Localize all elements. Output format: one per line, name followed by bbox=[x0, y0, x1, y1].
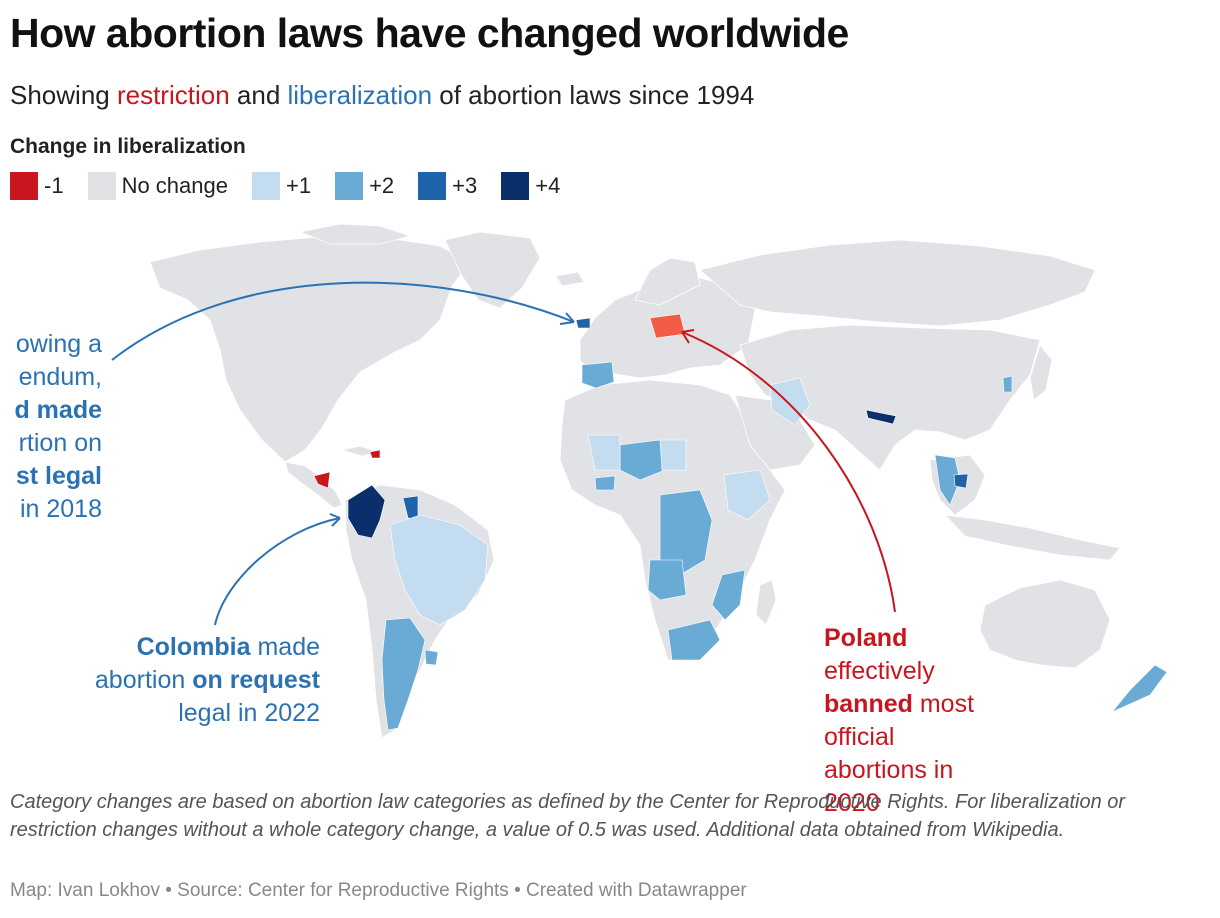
legend-label-no-change: No change bbox=[121, 173, 228, 198]
country-thailand-cambodia[interactable] bbox=[934, 454, 961, 506]
ireland-annotation: owing a endum, d made rtion on st legal … bbox=[0, 328, 102, 526]
country-south-korea[interactable] bbox=[1002, 375, 1013, 393]
country-iran[interactable] bbox=[769, 377, 811, 426]
poland-line-5: abortions in bbox=[824, 756, 954, 784]
poland-country: Poland bbox=[824, 624, 908, 652]
colombia-text-3: legal in 2022 bbox=[178, 699, 320, 727]
poland-line-6: 2020 bbox=[824, 789, 880, 817]
region-japan[interactable] bbox=[1029, 344, 1053, 401]
poland-line-4: official bbox=[824, 723, 895, 751]
annotation-arrows bbox=[111, 281, 896, 626]
world-map-svg bbox=[111, 223, 1168, 739]
region-indonesia[interactable] bbox=[943, 514, 1121, 561]
legend: -1 No change +1 +2 +3 +4 bbox=[10, 172, 584, 200]
country-sahel-east[interactable] bbox=[659, 439, 687, 471]
colored-countries bbox=[313, 313, 1168, 731]
region-greenland[interactable] bbox=[444, 231, 541, 309]
ireland-line-4: rtion on bbox=[18, 429, 102, 457]
poland-arrowhead bbox=[681, 329, 695, 344]
legend-item-no-change: No change bbox=[87, 172, 228, 200]
country-new-zealand[interactable] bbox=[1111, 664, 1168, 713]
legend-label-plus3: +3 bbox=[452, 173, 478, 198]
ireland-line-3: d made bbox=[14, 396, 102, 424]
chart-notes: Category changes are based on abortion l… bbox=[10, 791, 1126, 841]
subtitle-prefix: Showing bbox=[10, 80, 117, 110]
ireland-line-5: st legal bbox=[15, 462, 102, 490]
region-central-america[interactable] bbox=[284, 461, 343, 509]
poland-bold: banned bbox=[824, 690, 913, 718]
legend-label-plus4: +4 bbox=[535, 173, 561, 198]
legend-item-plus4: +4 bbox=[501, 172, 560, 200]
ireland-line-6: in 2018 bbox=[19, 495, 102, 523]
region-arctic-islands[interactable] bbox=[298, 223, 412, 245]
country-colombia[interactable] bbox=[347, 484, 386, 539]
country-mozambique[interactable] bbox=[711, 569, 746, 621]
poland-line-3: most bbox=[912, 690, 975, 718]
ireland-arrow bbox=[111, 281, 575, 361]
legend-label-minus1: -1 bbox=[44, 173, 64, 198]
subtitle-middle: and bbox=[229, 80, 288, 110]
world-map bbox=[0, 220, 1220, 780]
country-poland[interactable] bbox=[649, 313, 686, 339]
legend-swatch-plus3 bbox=[418, 172, 447, 200]
legend-item-plus2: +2 bbox=[335, 172, 394, 200]
colombia-arrow bbox=[214, 517, 341, 626]
chart-title: How abortion laws have changed worldwide bbox=[10, 10, 849, 56]
country-southern-africa[interactable] bbox=[667, 619, 721, 661]
colombia-country: Colombia bbox=[136, 633, 251, 661]
country-ireland[interactable] bbox=[575, 317, 591, 329]
country-nepal[interactable] bbox=[865, 409, 897, 425]
colombia-bold: on request bbox=[192, 666, 320, 694]
chart-subtitle: Showing restriction and liberalization o… bbox=[10, 80, 754, 111]
region-iceland[interactable] bbox=[555, 271, 585, 287]
colombia-text-1: made bbox=[250, 633, 320, 661]
poland-line-2: effectively bbox=[824, 657, 935, 685]
colombia-annotation: Colombia made abortion on request legal … bbox=[60, 631, 320, 730]
colombia-text-2: abortion bbox=[94, 666, 193, 694]
country-ethiopia[interactable] bbox=[723, 469, 771, 521]
legend-label-plus2: +2 bbox=[369, 173, 395, 198]
country-brazil[interactable] bbox=[389, 514, 489, 626]
legend-item-plus1: +1 bbox=[251, 172, 312, 200]
region-australia[interactable] bbox=[979, 579, 1111, 669]
poland-arrow bbox=[681, 331, 896, 613]
poland-annotation: Poland effectively banned most official … bbox=[824, 622, 1004, 820]
subtitle-restriction: restriction bbox=[116, 80, 230, 110]
country-dominican-republic[interactable] bbox=[369, 449, 381, 459]
region-madagascar[interactable] bbox=[755, 579, 777, 626]
country-spain-portugal[interactable] bbox=[581, 361, 615, 389]
legend-swatch-plus4 bbox=[501, 172, 530, 200]
chart-byline: Map: Ivan Lokhov • Source: Center for Re… bbox=[10, 880, 747, 901]
legend-swatch-minus1 bbox=[10, 172, 38, 200]
legend-title: Change in liberalization bbox=[10, 135, 246, 158]
legend-item-plus3: +3 bbox=[418, 172, 477, 200]
country-nicaragua[interactable] bbox=[313, 471, 331, 489]
colombia-arrowhead bbox=[329, 513, 341, 527]
country-angola[interactable] bbox=[647, 559, 687, 601]
ireland-line-2: endum, bbox=[18, 363, 102, 391]
legend-item-minus1: -1 bbox=[10, 172, 64, 200]
country-mali[interactable] bbox=[587, 434, 621, 471]
legend-swatch-no-change bbox=[87, 172, 116, 200]
country-benin-area[interactable] bbox=[594, 475, 616, 491]
legend-swatch-plus2 bbox=[335, 172, 364, 200]
country-cambodia[interactable] bbox=[953, 473, 969, 489]
legend-swatch-plus1 bbox=[251, 172, 280, 200]
country-uruguay[interactable] bbox=[424, 649, 439, 666]
subtitle-suffix: of abortion laws since 1994 bbox=[432, 80, 755, 110]
ireland-arrowhead bbox=[559, 312, 575, 325]
legend-label-plus1: +1 bbox=[285, 173, 312, 198]
country-argentina[interactable] bbox=[381, 617, 426, 731]
region-russia[interactable] bbox=[699, 239, 1096, 327]
region-scandinavia[interactable] bbox=[634, 257, 701, 306]
subtitle-liberalization: liberalization bbox=[287, 80, 433, 110]
region-north-america[interactable] bbox=[149, 235, 471, 463]
ireland-line-1: owing a bbox=[15, 330, 102, 358]
